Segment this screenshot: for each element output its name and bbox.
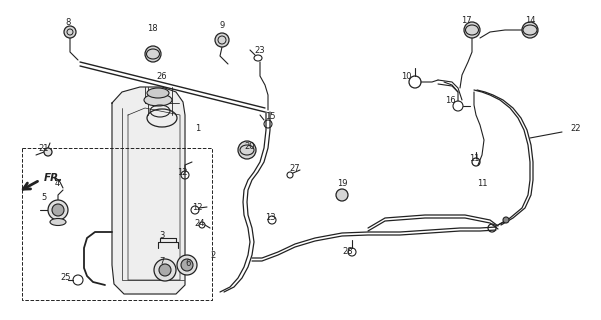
Circle shape <box>238 141 256 159</box>
Text: 14: 14 <box>525 15 535 25</box>
Text: 22: 22 <box>571 124 581 132</box>
Text: 24: 24 <box>195 220 206 228</box>
Text: 11: 11 <box>477 179 487 188</box>
Circle shape <box>181 259 193 271</box>
Text: 18: 18 <box>147 23 157 33</box>
Text: 12: 12 <box>192 203 203 212</box>
Circle shape <box>522 22 538 38</box>
Text: 9: 9 <box>219 20 225 29</box>
Text: 28: 28 <box>343 247 353 257</box>
Text: 12: 12 <box>177 167 188 177</box>
Text: 1: 1 <box>195 124 201 132</box>
Circle shape <box>154 259 176 281</box>
Text: 25: 25 <box>61 273 72 282</box>
Text: 27: 27 <box>290 164 300 172</box>
Text: 20: 20 <box>245 141 255 150</box>
Text: 8: 8 <box>66 18 71 27</box>
Text: 5: 5 <box>41 194 47 203</box>
Text: 7: 7 <box>159 258 165 267</box>
Circle shape <box>464 22 480 38</box>
Circle shape <box>145 46 161 62</box>
Text: 21: 21 <box>38 143 49 153</box>
Text: 13: 13 <box>264 213 275 222</box>
Text: 15: 15 <box>265 111 275 121</box>
Circle shape <box>64 26 76 38</box>
Text: 19: 19 <box>337 179 347 188</box>
Text: 16: 16 <box>445 95 456 105</box>
Circle shape <box>177 255 197 275</box>
Circle shape <box>44 148 52 156</box>
Circle shape <box>48 200 68 220</box>
Text: 4: 4 <box>54 179 59 188</box>
Text: FR.: FR. <box>44 173 63 183</box>
Text: 26: 26 <box>157 71 167 81</box>
Text: 10: 10 <box>401 71 411 81</box>
Circle shape <box>215 33 229 47</box>
Circle shape <box>503 217 509 223</box>
Ellipse shape <box>50 219 66 226</box>
Circle shape <box>52 204 64 216</box>
Text: 17: 17 <box>461 15 471 25</box>
Ellipse shape <box>147 88 169 98</box>
Text: 6: 6 <box>185 259 191 268</box>
Text: 23: 23 <box>255 45 265 54</box>
Circle shape <box>336 189 348 201</box>
Polygon shape <box>112 87 185 294</box>
Text: 2: 2 <box>210 251 216 260</box>
Ellipse shape <box>144 94 172 106</box>
Text: 3: 3 <box>159 231 165 241</box>
Circle shape <box>159 264 171 276</box>
Text: 11: 11 <box>469 154 479 163</box>
